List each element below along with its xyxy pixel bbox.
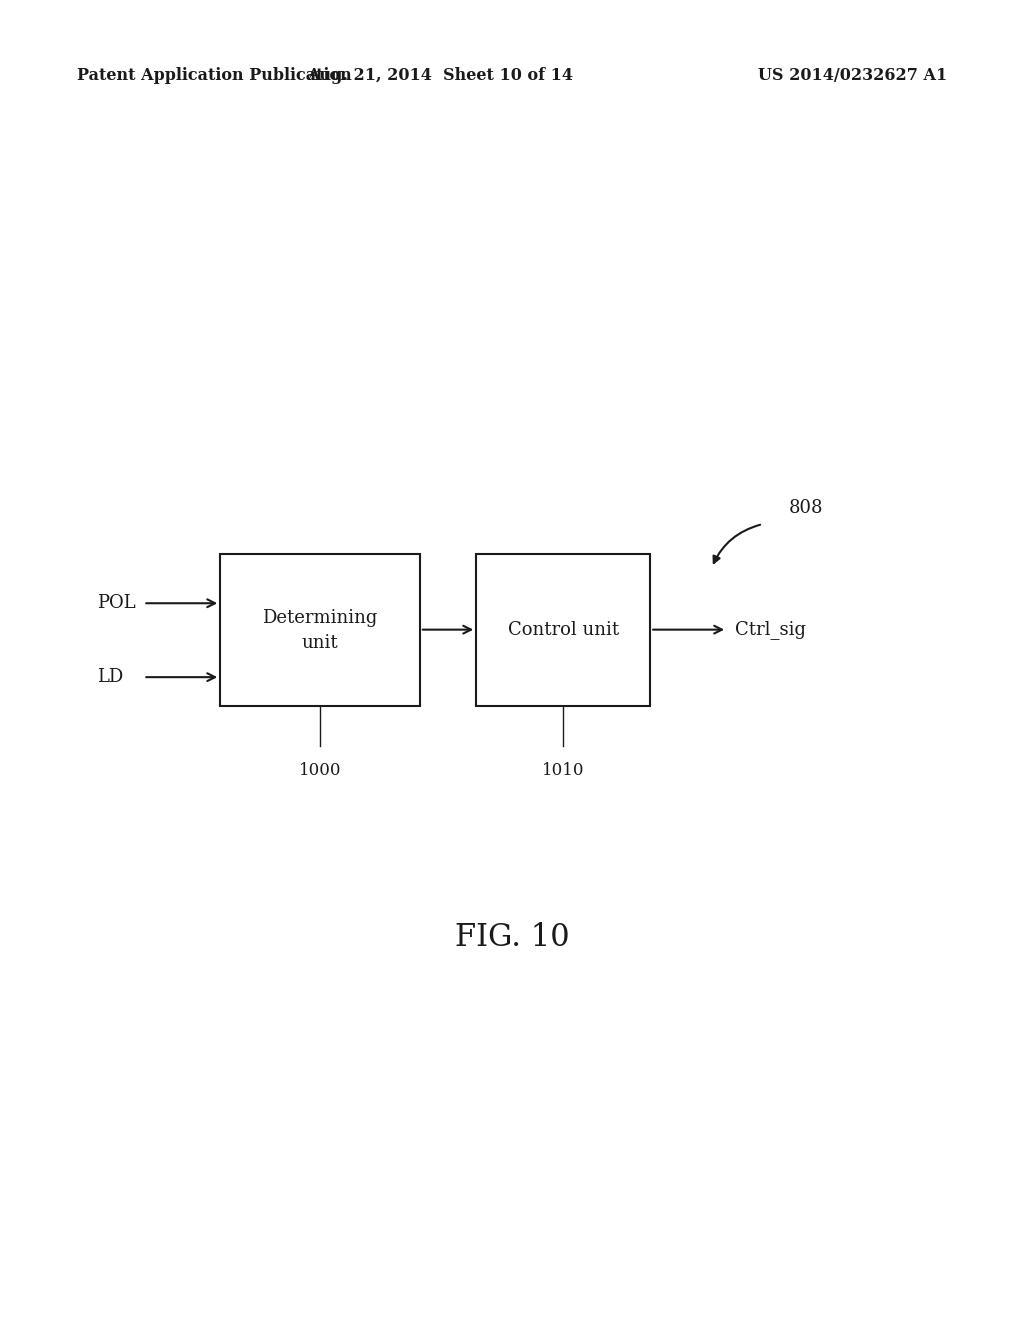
Text: 1010: 1010	[542, 762, 585, 779]
Text: Aug. 21, 2014  Sheet 10 of 14: Aug. 21, 2014 Sheet 10 of 14	[307, 67, 573, 83]
Text: Determining
unit: Determining unit	[262, 609, 378, 652]
Bar	[476, 554, 650, 706]
Text: 808: 808	[788, 499, 823, 517]
Text: Ctrl_sig: Ctrl_sig	[735, 620, 806, 639]
Text: FIG. 10: FIG. 10	[455, 921, 569, 953]
Text: POL: POL	[97, 594, 136, 612]
Text: LD: LD	[97, 668, 124, 686]
Text: Patent Application Publication: Patent Application Publication	[77, 67, 351, 83]
Bar	[220, 554, 420, 706]
Text: 1000: 1000	[299, 762, 341, 779]
Text: Control unit: Control unit	[508, 622, 618, 639]
Text: US 2014/0232627 A1: US 2014/0232627 A1	[758, 67, 947, 83]
